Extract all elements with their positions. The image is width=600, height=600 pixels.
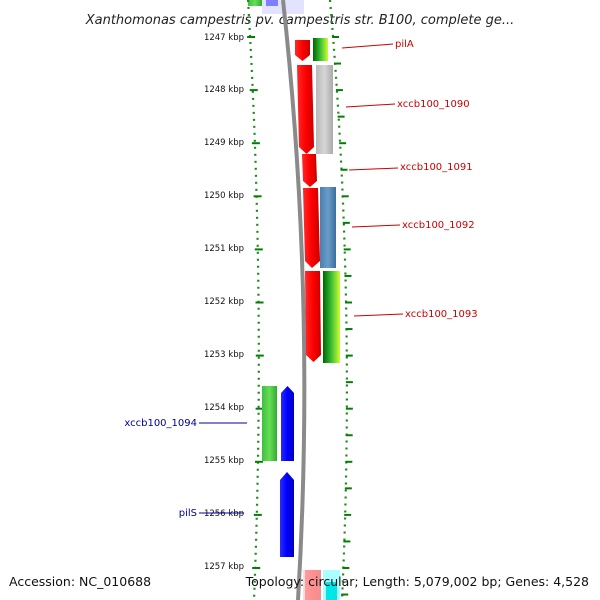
- gene-label-pilA[interactable]: pilA: [395, 39, 414, 50]
- accession-text: Accession: NC_010688: [9, 574, 151, 589]
- leader-xccb100-1091: [348, 167, 399, 171]
- genome-summary-text: Topology: circular; Length: 5,079,002 bp…: [245, 574, 589, 589]
- gene-label-xccb100-1094[interactable]: xccb100_1094: [124, 418, 197, 429]
- tick-label: 1248 kbp: [204, 85, 244, 95]
- category-box-bottom-cyan-core: [326, 582, 337, 600]
- gene-pilA[interactable]: [295, 40, 310, 61]
- category-box-xccb100-1094: [262, 386, 277, 461]
- gene-pilS[interactable]: [280, 472, 294, 557]
- category-box-xccb100-1090: [316, 65, 333, 154]
- tick-label: 1253 kbp: [204, 350, 244, 360]
- gene-xccb100-1090[interactable]: [297, 65, 314, 154]
- tick-label: 1255 kbp: [204, 456, 244, 466]
- leader-xccb100-1092: [351, 224, 401, 228]
- leader-pilA: [341, 43, 394, 49]
- gene-bottom-edge-shade: [303, 570, 321, 600]
- tick-label: 1254 kbp: [204, 403, 244, 413]
- gene-label-xccb100-1090[interactable]: xccb100_1090: [397, 99, 470, 110]
- gene-xccb100-1093[interactable]: [305, 271, 321, 362]
- gene-xccb100-1094[interactable]: [281, 386, 294, 461]
- map-title: Xanthomonas campestris pv. campestris st…: [85, 13, 515, 28]
- leader-xccb100-1090: [345, 103, 396, 108]
- gene-xccb100-1091[interactable]: [302, 154, 317, 187]
- gene-label-xccb100-1091[interactable]: xccb100_1091: [400, 162, 473, 173]
- ruler-outer-line: [328, 0, 348, 600]
- tick-label: 1247 kbp: [204, 33, 244, 43]
- ruler-inner-line: [246, 0, 260, 600]
- gene-label-xccb100-1093[interactable]: xccb100_1093: [405, 309, 478, 320]
- genome-backbone: [281, 0, 307, 600]
- category-box-pilA: [313, 38, 328, 61]
- leader-xccb100-1093: [353, 313, 404, 317]
- tick-label: 1252 kbp: [204, 297, 244, 307]
- gene-xccb100-1092[interactable]: [303, 188, 320, 268]
- tick-label: 1256 kbp: [204, 509, 244, 519]
- tick-label: 1257 kbp: [204, 562, 244, 572]
- tick-label: 1251 kbp: [204, 244, 244, 254]
- ruler-tick-marks: [247, 36, 353, 596]
- tick-label: 1250 kbp: [204, 191, 244, 201]
- tick-label: 1249 kbp: [204, 138, 244, 148]
- ruler-tick-labels: 1247 kbp 1248 kbp 1249 kbp 1250 kbp 1251…: [204, 33, 244, 572]
- edge-feature-top-green: [248, 0, 262, 6]
- category-box-xccb100-1092: [320, 187, 336, 268]
- category-box-xccb100-1093: [323, 271, 340, 363]
- gene-label-xccb100-1092[interactable]: xccb100_1092: [402, 220, 475, 231]
- gene-label-pilS[interactable]: pilS: [179, 508, 197, 519]
